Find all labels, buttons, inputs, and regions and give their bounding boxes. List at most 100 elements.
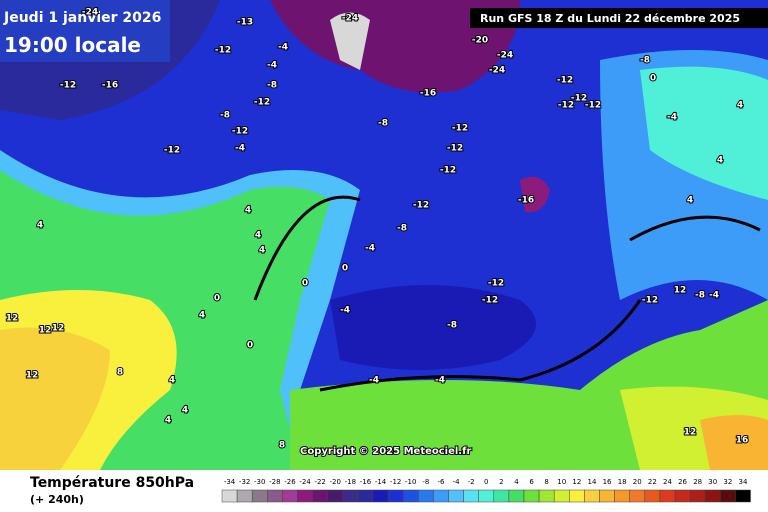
- coastline: [253, 195, 761, 392]
- legend-swatch: [433, 489, 449, 503]
- legend-swatch: [689, 489, 706, 503]
- legend-label: -18: [345, 478, 356, 486]
- contour-label: -24: [497, 51, 513, 61]
- contour-label: -12: [452, 124, 468, 134]
- legend-label: -6: [437, 478, 445, 486]
- contour-label: 4: [165, 416, 171, 426]
- contour-label: -16: [102, 81, 118, 91]
- legend-swatch: [720, 489, 736, 503]
- contour-label: -8: [378, 119, 388, 129]
- legend-label: 12: [572, 478, 581, 486]
- legend-label: 26: [678, 478, 687, 486]
- contour-label: -24: [342, 14, 358, 24]
- contour-label: 8: [279, 441, 285, 451]
- legend-swatch: [478, 489, 495, 503]
- zone-central: [330, 285, 536, 370]
- legend-label: 2: [499, 478, 503, 486]
- contour-label: -12: [60, 81, 76, 91]
- contour-label: -12: [215, 46, 231, 56]
- contour-label: -8: [447, 321, 457, 331]
- contour-label: -12: [642, 296, 658, 306]
- contour-label: -12: [557, 76, 573, 86]
- legend-label: 20: [633, 478, 642, 486]
- legend-label: 24: [663, 478, 672, 486]
- legend-label: -34: [224, 478, 236, 486]
- contour-label: -12: [488, 279, 504, 289]
- contour-label: 0: [342, 264, 348, 274]
- legend-swatch: [327, 489, 344, 503]
- legend-swatch: [735, 489, 751, 503]
- contour-label: 4: [717, 156, 723, 166]
- legend-label: 8: [544, 478, 548, 486]
- contour-label: -24: [82, 8, 98, 18]
- legend-label: -24: [299, 478, 311, 486]
- legend-swatch: [251, 489, 268, 503]
- legend-swatch: [553, 489, 570, 503]
- legend-swatch: [569, 489, 585, 503]
- legend-label: -14: [375, 478, 387, 486]
- contour-label: 0: [650, 74, 656, 84]
- legend-swatch: [493, 489, 510, 503]
- legend-swatch: [538, 489, 555, 503]
- contour-label: -4: [340, 306, 350, 316]
- legend-label: -20: [330, 478, 341, 486]
- zone-gold: [0, 327, 110, 470]
- legend-swatch: [418, 489, 434, 503]
- contour-label: -4: [235, 144, 245, 154]
- contour-label: 4: [182, 406, 188, 416]
- contour-label: 12: [52, 324, 65, 334]
- contour-label: -13: [237, 18, 253, 28]
- legend-swatch: [221, 489, 238, 503]
- contour-label: -8: [397, 224, 407, 234]
- contour-label: -8: [640, 56, 650, 66]
- contour-label: -12: [447, 144, 463, 154]
- legend-label: -12: [390, 478, 401, 486]
- legend-label: 10: [557, 478, 566, 486]
- legend-label: -22: [314, 478, 325, 486]
- legend-label: -30: [254, 478, 265, 486]
- contour-label: -12: [482, 296, 498, 306]
- legend-label: -10: [405, 478, 416, 486]
- legend-swatch: [357, 489, 374, 503]
- legend-label: 14: [587, 478, 596, 486]
- legend-label: 32: [723, 478, 732, 486]
- legend-label: -28: [269, 478, 280, 486]
- legend-label: 16: [603, 478, 612, 486]
- contour-label: 4: [737, 101, 743, 111]
- legend-swatch: [463, 489, 479, 503]
- contour-label: -4: [267, 61, 277, 71]
- run-label: Run GFS 18 Z du Lundi 22 décembre 2025: [480, 12, 740, 25]
- zone-russia-cold: [520, 176, 550, 213]
- legend-label: 22: [648, 478, 657, 486]
- contour-label: 12: [6, 314, 19, 324]
- contour-label: 16: [736, 436, 749, 446]
- contour-label: -4: [709, 291, 719, 301]
- contour-label: -24: [489, 66, 505, 76]
- contour-label: -4: [365, 244, 375, 254]
- legend-label: -16: [360, 478, 372, 486]
- legend-swatch: [659, 489, 676, 503]
- contour-label: -12: [413, 201, 429, 211]
- contour-label: -12: [254, 98, 270, 108]
- contour-label: -12: [232, 127, 248, 137]
- legend-swatch: [523, 489, 540, 503]
- legend-swatch: [282, 489, 298, 503]
- legend-label: 6: [529, 478, 534, 486]
- contour-label: 12: [684, 428, 697, 438]
- legend-label: -2: [468, 478, 475, 486]
- zone-greenland: [330, 12, 370, 70]
- contour-label: 4: [37, 221, 43, 231]
- contour-label: 4: [169, 376, 175, 386]
- legend-label: -32: [239, 478, 250, 486]
- legend-swatch: [236, 489, 253, 503]
- legend-label: -4: [453, 478, 461, 486]
- legend-swatch: [599, 489, 615, 503]
- contour-label: 4: [245, 206, 251, 216]
- legend-label: 28: [693, 478, 702, 486]
- legend-label: 18: [618, 478, 627, 486]
- contour-label: -12: [440, 166, 456, 176]
- header-bg: [0, 0, 170, 62]
- contour-label: -4: [278, 43, 288, 53]
